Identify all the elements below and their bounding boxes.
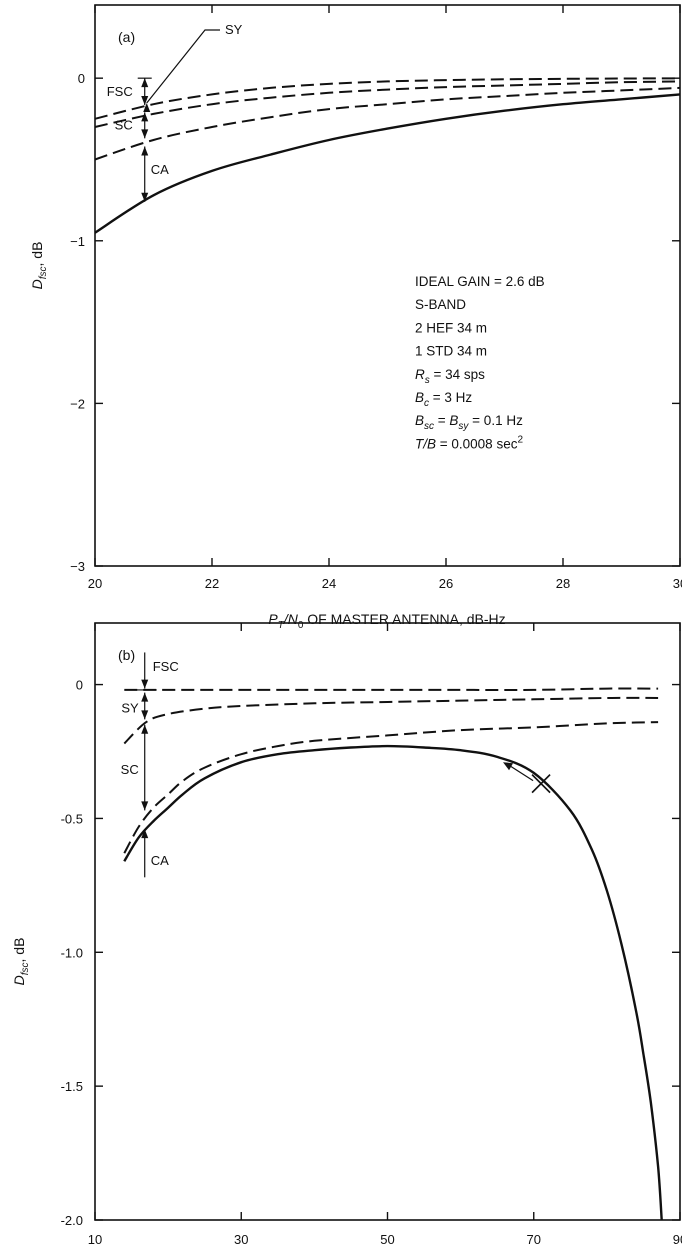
panel-b-label-sy: SY bbox=[121, 700, 139, 715]
panel-b-marker-arrow-head bbox=[503, 762, 514, 771]
panel-b: (b)0-0.5-1.0-1.5-2.01030507090MOD INDEX … bbox=[11, 622, 682, 1247]
panel-a-xtick-label: 24 bbox=[322, 576, 336, 591]
panel-b-ytick-label: -0.5 bbox=[61, 811, 83, 826]
panel-b-sc-arrow-head-bottom bbox=[141, 801, 149, 811]
panel-a-series-4 bbox=[94, 93, 681, 234]
panel-b-ylabel: Dfsc, dB bbox=[11, 938, 31, 986]
panel-a-fsc-arrow bbox=[141, 78, 149, 106]
panel-b-xtick-label: 30 bbox=[234, 1232, 248, 1247]
panel-a-note-2: S-BAND bbox=[415, 297, 466, 312]
panel-b-ytick-label: -1.0 bbox=[61, 945, 83, 960]
panel-a-ca-arrow bbox=[141, 146, 149, 202]
panel-a-label-sc: SC bbox=[115, 118, 133, 133]
panel-a-label: (a) bbox=[118, 29, 135, 45]
panel-a-note-4: 1 STD 34 m bbox=[415, 344, 487, 359]
panel-a-xtick-label: 26 bbox=[439, 576, 453, 591]
panel-a-sc-arrow-head-top bbox=[141, 112, 149, 122]
panel-b-sy-arrow bbox=[141, 692, 149, 720]
panel-b-marker-stroke-2 bbox=[531, 774, 551, 794]
panel-b-xtick-label: 10 bbox=[88, 1232, 102, 1247]
panel-b-sy-arrow-head-bottom bbox=[141, 710, 149, 720]
panel-b-xtick-label: 90 bbox=[673, 1232, 682, 1247]
panel-a-sc-arrow-head-bottom bbox=[141, 129, 149, 139]
panel-b-ytick-label: -2.0 bbox=[61, 1213, 83, 1228]
panel-b-series-1 bbox=[124, 687, 659, 692]
panel-a-series-3 bbox=[94, 86, 681, 161]
panel-b-xtick-label: 70 bbox=[527, 1232, 541, 1247]
panel-a-note-3: 2 HEF 34 m bbox=[415, 320, 487, 335]
panel-b-frame bbox=[94, 622, 681, 1221]
panel-a-sy-leader bbox=[146, 29, 220, 104]
panel-b-label-sc: SC bbox=[121, 762, 139, 777]
panel-a-ca-arrow-head-bottom bbox=[141, 192, 149, 202]
panel-a-label-fsc: FSC bbox=[107, 84, 133, 99]
panel-a-label-ca: CA bbox=[151, 162, 169, 177]
panel-a-xtick-label: 30 bbox=[673, 576, 682, 591]
panel-a-label-sy: SY bbox=[225, 22, 243, 37]
panel-a-fsc-arrow-head-top bbox=[141, 78, 149, 88]
panel-b-label-fsc: FSC bbox=[153, 659, 179, 674]
panel-a-ytick-label: −2 bbox=[70, 396, 85, 411]
panel-b-ytick-label: -1.5 bbox=[61, 1079, 83, 1094]
panel-a-note-6: Bc = 3 Hz bbox=[415, 390, 472, 409]
panel-b-marker-arrow-line bbox=[508, 764, 534, 782]
panel-a-xtick-label: 22 bbox=[205, 576, 219, 591]
panel-a-note-1: IDEAL GAIN = 2.6 dB bbox=[415, 274, 545, 289]
panel-b-series-3 bbox=[123, 721, 659, 854]
panel-a-fsc-arrow-head-bottom bbox=[141, 96, 149, 106]
panel-a-sy-leader-head bbox=[143, 103, 151, 113]
panel-a-ytick-label: −3 bbox=[70, 559, 85, 574]
panel-b-marker bbox=[503, 762, 551, 794]
panel-b-sc-arrow-head-top bbox=[141, 724, 149, 734]
panel-a: (a)0−1−2−3202224262830PT/N0 OF MASTER AN… bbox=[29, 4, 682, 631]
panel-a-note-5: Rs = 34 sps bbox=[415, 367, 485, 386]
panel-b-fsc-head bbox=[141, 679, 149, 689]
panel-a-xtick-label: 20 bbox=[88, 576, 102, 591]
panel-b-ca-head bbox=[141, 829, 149, 839]
panel-b-sc-arrow bbox=[141, 724, 149, 811]
panel-b-label: (b) bbox=[118, 647, 135, 663]
panel-a-frame bbox=[94, 4, 681, 567]
panel-a-xtick-label: 28 bbox=[556, 576, 570, 591]
panel-b-xtick-label: 50 bbox=[380, 1232, 394, 1247]
panel-b-series-2 bbox=[123, 696, 659, 745]
panel-a-series-2 bbox=[94, 80, 681, 128]
panel-a-ytick-label: −1 bbox=[70, 234, 85, 249]
panel-a-note-7: Bsc = Bsy = 0.1 Hz bbox=[415, 413, 523, 432]
panel-a-ca-arrow-head-top bbox=[141, 146, 149, 156]
panel-a-ytick-label: 0 bbox=[78, 71, 85, 86]
panel-a-ylabel: Dfsc, dB bbox=[29, 242, 49, 290]
panel-a-sc-arrow bbox=[141, 112, 149, 139]
panel-b-sy-arrow-head-top bbox=[141, 692, 149, 702]
panel-a-series-1 bbox=[94, 77, 681, 120]
panel-b-series-4 bbox=[123, 744, 663, 1221]
panel-b-ytick-label: 0 bbox=[76, 678, 83, 693]
panel-a-note-8: T/B = 0.0008 sec2 bbox=[415, 434, 523, 451]
panel-b-label-ca: CA bbox=[151, 853, 169, 868]
